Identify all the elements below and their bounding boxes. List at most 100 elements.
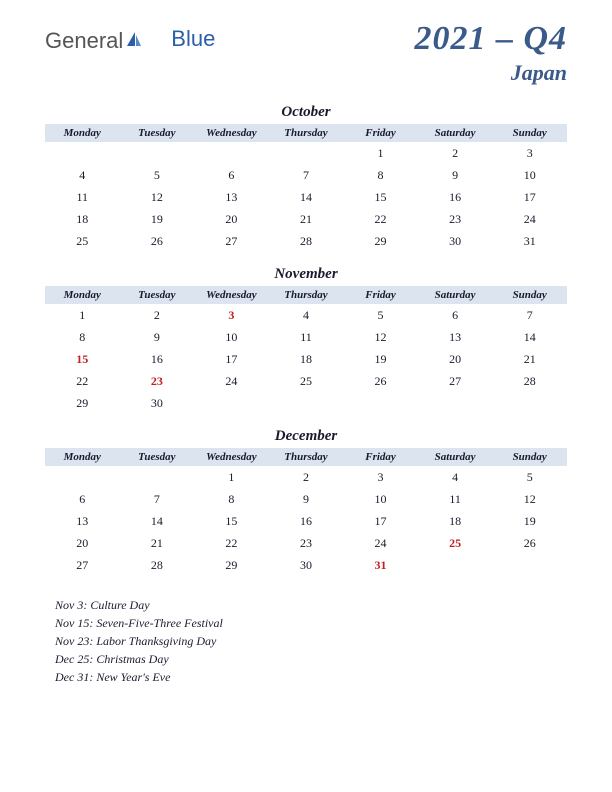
calendar-cell: 13 bbox=[194, 186, 269, 208]
calendar-cell: 27 bbox=[194, 230, 269, 252]
calendar-cell: 8 bbox=[45, 326, 120, 348]
calendar-row: 6789101112 bbox=[45, 488, 567, 510]
calendar-row: 2728293031 bbox=[45, 554, 567, 576]
calendar-cell: 31 bbox=[343, 554, 418, 576]
calendar-cell bbox=[194, 142, 269, 164]
calendar-cell: 22 bbox=[45, 370, 120, 392]
calendar-cell bbox=[418, 392, 493, 414]
day-header: Sunday bbox=[492, 448, 567, 466]
calendar-cell: 20 bbox=[45, 532, 120, 554]
calendar-cell bbox=[269, 392, 344, 414]
months-container: OctoberMondayTuesdayWednesdayThursdayFri… bbox=[45, 104, 567, 576]
day-header: Saturday bbox=[418, 124, 493, 142]
logo-part1: General bbox=[45, 28, 123, 54]
calendar-cell bbox=[45, 142, 120, 164]
day-header: Sunday bbox=[492, 286, 567, 304]
calendar-row: 18192021222324 bbox=[45, 208, 567, 230]
calendar-cell: 29 bbox=[343, 230, 418, 252]
calendar-cell: 15 bbox=[45, 348, 120, 370]
calendar-cell bbox=[120, 466, 195, 488]
day-header: Wednesday bbox=[194, 124, 269, 142]
calendar-cell: 7 bbox=[120, 488, 195, 510]
holiday-note: Nov 15: Seven-Five-Three Festival bbox=[55, 614, 567, 632]
calendar-row: 22232425262728 bbox=[45, 370, 567, 392]
quarter-title: 2021 – Q4 bbox=[414, 20, 567, 58]
day-header: Monday bbox=[45, 124, 120, 142]
calendar-cell: 7 bbox=[269, 164, 344, 186]
calendar-cell: 13 bbox=[418, 326, 493, 348]
calendar-cell: 16 bbox=[120, 348, 195, 370]
calendar-cell: 20 bbox=[194, 208, 269, 230]
calendar-cell: 5 bbox=[343, 304, 418, 326]
calendar-cell bbox=[194, 392, 269, 414]
calendar-cell: 7 bbox=[492, 304, 567, 326]
calendar-cell: 25 bbox=[418, 532, 493, 554]
calendar-cell: 21 bbox=[269, 208, 344, 230]
calendar-cell: 5 bbox=[492, 466, 567, 488]
calendar-cell: 9 bbox=[269, 488, 344, 510]
day-header: Wednesday bbox=[194, 448, 269, 466]
calendar-cell: 24 bbox=[194, 370, 269, 392]
calendar-cell: 26 bbox=[343, 370, 418, 392]
calendar-row: 891011121314 bbox=[45, 326, 567, 348]
calendar-cell: 18 bbox=[269, 348, 344, 370]
calendar-cell: 9 bbox=[418, 164, 493, 186]
calendar-cell: 21 bbox=[492, 348, 567, 370]
calendar-cell: 1 bbox=[45, 304, 120, 326]
calendar-cell: 17 bbox=[194, 348, 269, 370]
calendar-cell: 3 bbox=[343, 466, 418, 488]
calendar-cell: 24 bbox=[343, 532, 418, 554]
calendar-cell: 18 bbox=[418, 510, 493, 532]
logo: General Blue bbox=[45, 28, 215, 54]
calendar-cell: 11 bbox=[418, 488, 493, 510]
calendar-cell: 29 bbox=[45, 392, 120, 414]
calendar-cell: 1 bbox=[343, 142, 418, 164]
calendar-cell: 5 bbox=[120, 164, 195, 186]
day-header: Tuesday bbox=[120, 286, 195, 304]
day-header: Saturday bbox=[418, 286, 493, 304]
calendar-cell: 2 bbox=[120, 304, 195, 326]
calendar-cell: 30 bbox=[418, 230, 493, 252]
calendar-cell: 26 bbox=[492, 532, 567, 554]
calendar-cell: 16 bbox=[269, 510, 344, 532]
calendar-cell: 30 bbox=[269, 554, 344, 576]
calendar-cell bbox=[343, 392, 418, 414]
title-block: 2021 – Q4 Japan bbox=[414, 20, 567, 86]
calendar-row: 2930 bbox=[45, 392, 567, 414]
calendar-table: MondayTuesdayWednesdayThursdayFridaySatu… bbox=[45, 448, 567, 576]
day-header: Monday bbox=[45, 286, 120, 304]
calendar-row: 20212223242526 bbox=[45, 532, 567, 554]
day-header: Thursday bbox=[269, 124, 344, 142]
calendar-table: MondayTuesdayWednesdayThursdayFridaySatu… bbox=[45, 124, 567, 252]
header: General Blue 2021 – Q4 Japan bbox=[45, 20, 567, 86]
calendar-cell bbox=[269, 142, 344, 164]
day-header: Thursday bbox=[269, 286, 344, 304]
calendar-cell: 17 bbox=[343, 510, 418, 532]
calendar-cell: 30 bbox=[120, 392, 195, 414]
calendar-cell: 8 bbox=[343, 164, 418, 186]
holidays-list: Nov 3: Culture DayNov 15: Seven-Five-Thr… bbox=[55, 596, 567, 686]
calendar-cell: 19 bbox=[492, 510, 567, 532]
calendar-cell: 13 bbox=[45, 510, 120, 532]
calendar-cell: 23 bbox=[120, 370, 195, 392]
calendar-cell: 17 bbox=[492, 186, 567, 208]
calendar-cell bbox=[120, 142, 195, 164]
calendar-cell: 8 bbox=[194, 488, 269, 510]
calendar-row: 123 bbox=[45, 142, 567, 164]
month-name: November bbox=[45, 266, 567, 283]
calendar-cell: 6 bbox=[418, 304, 493, 326]
calendar-cell: 28 bbox=[492, 370, 567, 392]
day-header: Friday bbox=[343, 448, 418, 466]
day-header: Thursday bbox=[269, 448, 344, 466]
calendar-cell: 22 bbox=[194, 532, 269, 554]
calendar-cell: 24 bbox=[492, 208, 567, 230]
calendar-cell bbox=[492, 392, 567, 414]
calendar-cell: 1 bbox=[194, 466, 269, 488]
day-header: Friday bbox=[343, 124, 418, 142]
calendar-cell: 14 bbox=[269, 186, 344, 208]
day-header: Saturday bbox=[418, 448, 493, 466]
calendar-cell: 22 bbox=[343, 208, 418, 230]
holiday-note: Nov 3: Culture Day bbox=[55, 596, 567, 614]
calendar-cell: 10 bbox=[343, 488, 418, 510]
calendar-row: 15161718192021 bbox=[45, 348, 567, 370]
